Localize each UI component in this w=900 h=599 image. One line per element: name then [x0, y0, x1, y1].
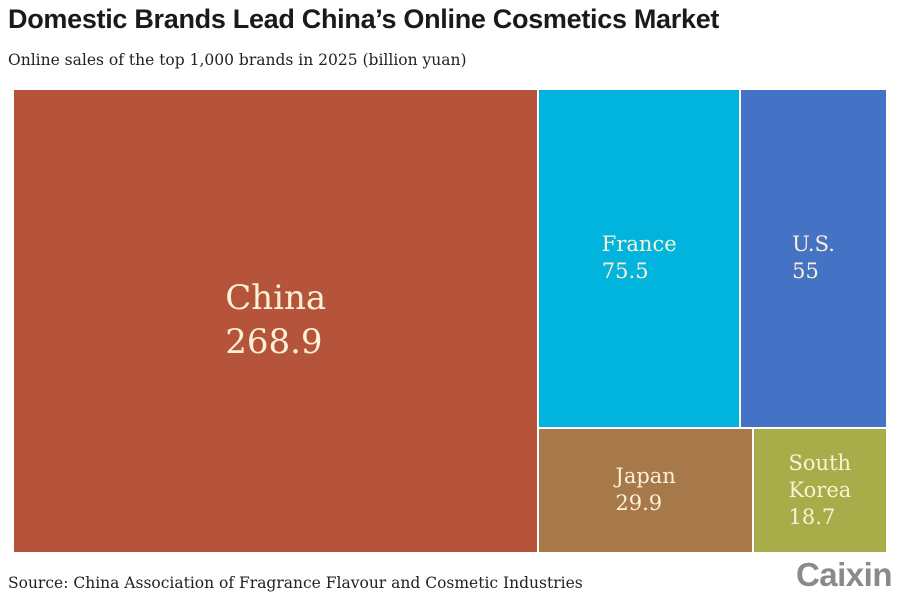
caixin-logo: Caixin	[795, 556, 893, 593]
treemap-cell-u-s: U.S. 55	[741, 90, 886, 427]
cell-value: 268.9	[225, 322, 323, 362]
cell-name: U.S.	[792, 232, 835, 257]
treemap-cell-france: France 75.5	[539, 90, 740, 427]
treemap-cell-china: China 268.9	[14, 90, 538, 552]
cell-value: 18.7	[788, 504, 836, 529]
cell-value: 55	[792, 259, 819, 284]
chart-title: Domestic Brands Lead China’s Online Cosm…	[8, 4, 720, 34]
cell-label: U.S. 55	[792, 231, 835, 285]
source-note: Source: China Association of Fragrance F…	[8, 574, 583, 592]
treemap: China 268.9 France 75.5 U.S. 55 Japan 29.9 South…	[14, 90, 886, 552]
cell-label: China 268.9	[225, 277, 326, 364]
treemap-cell-japan: Japan 29.9	[539, 428, 752, 552]
cell-label: South Korea 18.7	[789, 450, 852, 531]
cell-name: South Korea	[788, 450, 852, 502]
cell-name: China	[225, 278, 327, 319]
treemap-cell-south-korea: South Korea 18.7	[753, 428, 886, 552]
cell-label: Japan 29.9	[615, 463, 675, 517]
cell-label: France 75.5	[602, 231, 677, 285]
cell-value: 75.5	[601, 259, 649, 284]
cell-value: 29.9	[615, 491, 663, 516]
cell-name: Japan	[615, 464, 676, 489]
chart-subtitle: Online sales of the top 1,000 brands in …	[8, 51, 467, 69]
cell-name: France	[601, 232, 677, 257]
